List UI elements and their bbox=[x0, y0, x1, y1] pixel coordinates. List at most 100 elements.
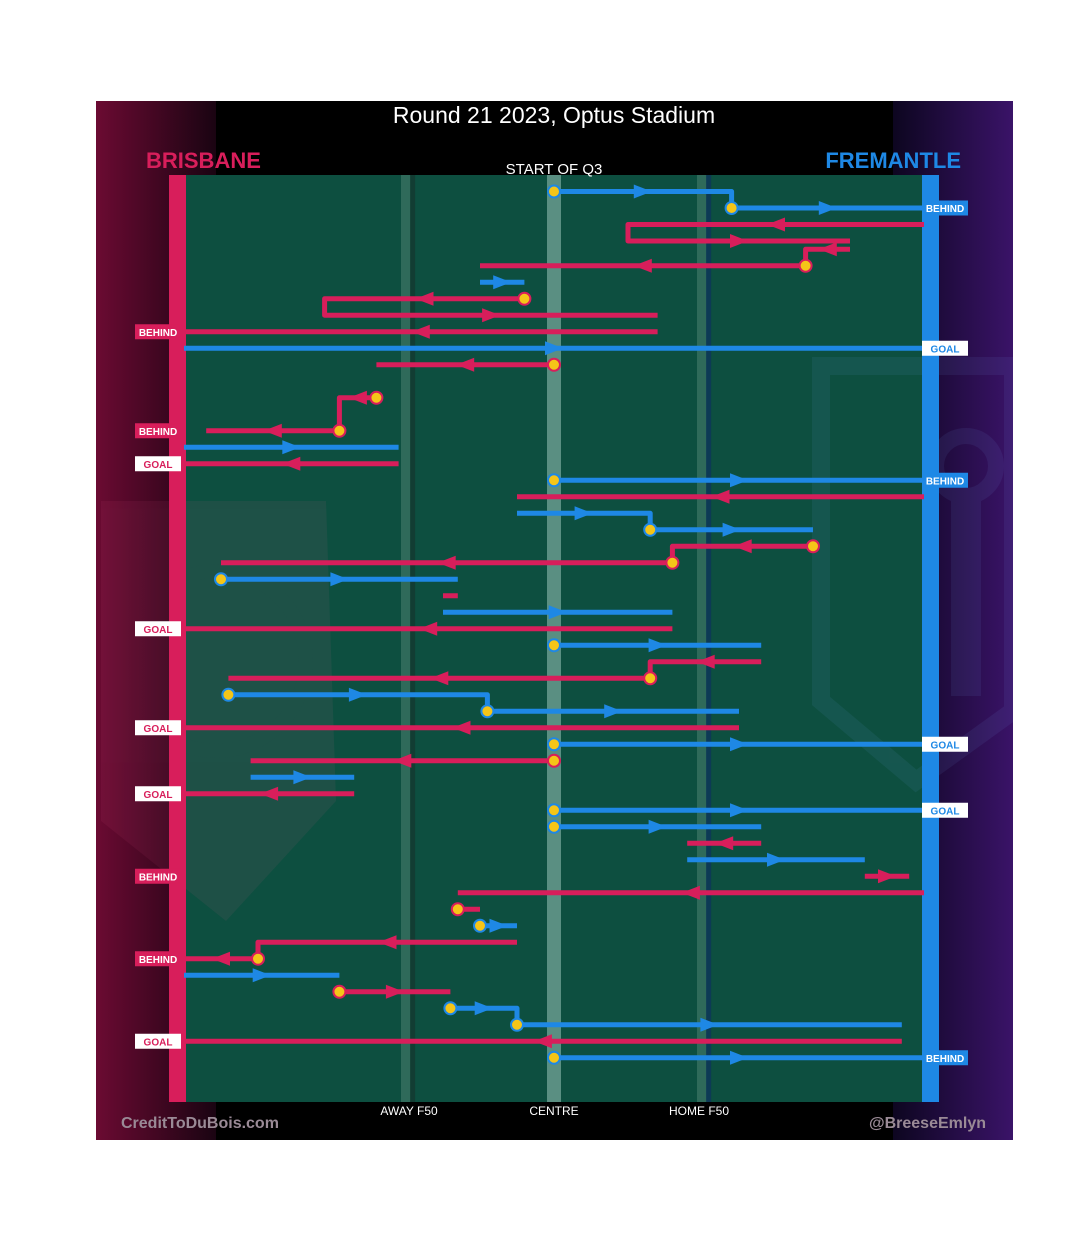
possession-dot bbox=[547, 753, 561, 768]
chain-arrow bbox=[533, 1034, 552, 1049]
chain-11 bbox=[184, 456, 399, 471]
chain-arrow bbox=[722, 522, 741, 537]
chain-arrow bbox=[415, 291, 434, 306]
chain-19 bbox=[184, 621, 673, 636]
outcome-box bbox=[135, 951, 181, 967]
possession-dot bbox=[724, 201, 739, 215]
chain-arrow bbox=[730, 737, 748, 752]
possession-dot bbox=[221, 687, 236, 702]
chain-6 bbox=[184, 341, 924, 356]
chain-31 bbox=[687, 852, 865, 867]
chain-20 bbox=[547, 638, 762, 653]
chain-37 bbox=[184, 968, 340, 983]
outcome-box bbox=[135, 456, 181, 472]
chain-arrow bbox=[604, 704, 623, 719]
possession-dot bbox=[547, 184, 561, 199]
chain-7 bbox=[376, 357, 561, 372]
chain-arrow bbox=[411, 324, 430, 339]
outcome-box bbox=[922, 200, 968, 216]
possession-dot bbox=[547, 473, 561, 488]
outcome-box bbox=[922, 472, 968, 488]
chart-card: Round 21 2023, Optus Stadium BRISBANE FR… bbox=[96, 101, 1013, 1140]
chain-15 bbox=[221, 539, 820, 570]
possession-dot bbox=[547, 1050, 561, 1065]
outcome-label-behind: BEHIND bbox=[922, 1050, 968, 1066]
chain-arrow bbox=[437, 555, 456, 570]
chain-21 bbox=[228, 654, 762, 686]
brisbane-team-label: BRISBANE bbox=[146, 148, 261, 173]
possession-dot bbox=[473, 918, 487, 933]
outcome-box bbox=[135, 720, 181, 736]
chain-arrow bbox=[348, 687, 367, 702]
chain-arrow bbox=[430, 671, 449, 686]
outcome-text: BEHIND bbox=[926, 476, 964, 487]
chain-1 bbox=[625, 217, 924, 248]
outcome-text: BEHIND bbox=[139, 427, 177, 438]
outcome-box bbox=[922, 736, 968, 752]
chain-arrow bbox=[293, 770, 312, 785]
possession-dot bbox=[480, 704, 495, 719]
chain-16 bbox=[214, 572, 458, 587]
chain-13 bbox=[517, 489, 924, 504]
chain-arrow bbox=[263, 423, 282, 438]
outcome-label-goal: GOAL bbox=[922, 802, 968, 818]
outcome-label-behind: BEHIND bbox=[135, 951, 181, 967]
chain-28 bbox=[547, 803, 924, 818]
outcome-text: BEHIND bbox=[926, 204, 964, 215]
chain-arrow bbox=[282, 456, 301, 471]
possession-dot bbox=[214, 572, 228, 587]
chain-arrow bbox=[489, 918, 508, 933]
outcome-text: BEHIND bbox=[139, 872, 177, 883]
possession-dot bbox=[547, 638, 561, 653]
chain-arrow bbox=[282, 440, 301, 455]
chain-arrow bbox=[252, 968, 271, 983]
chain-40 bbox=[184, 1034, 902, 1049]
possession-dot bbox=[547, 819, 561, 834]
chain-arrow bbox=[633, 184, 652, 199]
possession-dot bbox=[369, 390, 384, 405]
chain-arrow bbox=[733, 539, 752, 554]
outcome-box bbox=[135, 1033, 181, 1049]
chain-arrow bbox=[681, 885, 700, 900]
zone-line-0 bbox=[401, 175, 411, 1102]
score-outcome-labels: BEHIND BEHIND GOAL BEHIND GOAL BEHIND GOAL GOAL… bbox=[135, 200, 968, 1066]
chain-30 bbox=[687, 836, 762, 851]
chain-38 bbox=[332, 984, 451, 999]
quarter-start-label: START OF Q3 bbox=[506, 161, 603, 178]
chain-arrow bbox=[548, 605, 567, 620]
outcome-text: GOAL bbox=[144, 724, 173, 735]
chain-39 bbox=[443, 1001, 902, 1032]
chain-arrow bbox=[818, 242, 837, 257]
chain-18 bbox=[443, 605, 673, 620]
outcome-text: GOAL bbox=[144, 460, 173, 471]
outcome-label-goal: GOAL bbox=[135, 1033, 181, 1049]
chain-arrow bbox=[648, 819, 667, 834]
outcome-label-goal: GOAL bbox=[922, 340, 968, 356]
outcome-label-goal: GOAL bbox=[135, 621, 181, 637]
chain-12 bbox=[547, 473, 924, 488]
chain-arrow bbox=[212, 951, 230, 966]
chart-title: Round 21 2023, Optus Stadium bbox=[393, 102, 715, 128]
chain-arrow bbox=[330, 572, 349, 587]
outcome-text: BEHIND bbox=[926, 1054, 964, 1065]
chain-33 bbox=[457, 885, 924, 900]
chain-41 bbox=[547, 1050, 924, 1065]
chain-arrow bbox=[545, 341, 563, 356]
brisbane-logo-watermark bbox=[101, 501, 336, 921]
chain-arrow bbox=[711, 489, 730, 504]
chain-10 bbox=[184, 440, 399, 455]
chain-2 bbox=[480, 242, 850, 273]
chain-5 bbox=[184, 324, 658, 339]
kick-chain-chart: Round 21 2023, Optus Stadium BRISBANE FR… bbox=[96, 101, 1013, 1140]
outcome-text: GOAL bbox=[931, 740, 960, 751]
possession-dot bbox=[547, 803, 561, 818]
chain-arrow bbox=[482, 308, 501, 323]
fremantle-team-label: FREMANTLE bbox=[825, 148, 961, 173]
zone-line-4 bbox=[706, 175, 712, 1102]
chain-arrow bbox=[878, 869, 896, 884]
chain-arrow bbox=[696, 654, 715, 669]
chain-36 bbox=[184, 935, 517, 966]
chain-arrow bbox=[385, 984, 404, 999]
outcome-box bbox=[135, 324, 181, 340]
chain-arrow bbox=[633, 258, 652, 273]
